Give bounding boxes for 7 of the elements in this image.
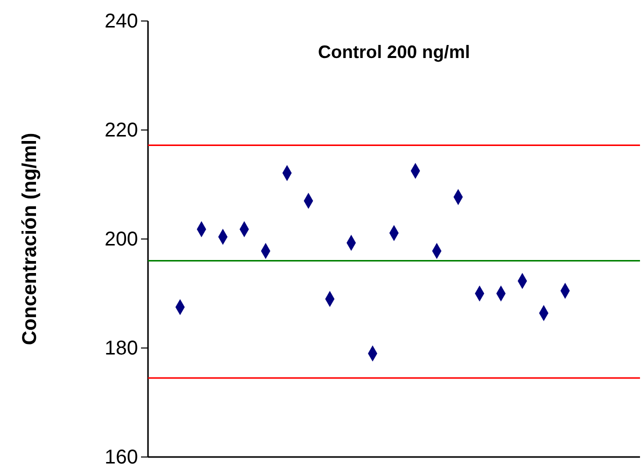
y-tick-label: 160	[104, 446, 138, 468]
y-tick-label: 200	[104, 228, 138, 250]
y-tick-label: 180	[104, 337, 138, 360]
y-tick-label: 220	[104, 119, 138, 142]
y-tick-label: 240	[104, 10, 138, 32]
text: Control 200 ng/ml	[318, 42, 470, 62]
y-axis-title: Concentración (ng/ml)	[19, 132, 41, 346]
